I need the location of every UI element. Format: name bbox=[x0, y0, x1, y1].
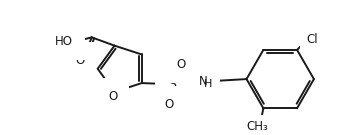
Text: N: N bbox=[199, 75, 208, 88]
Text: CH₃: CH₃ bbox=[247, 120, 269, 134]
Text: S: S bbox=[168, 77, 176, 91]
Text: O: O bbox=[108, 90, 117, 103]
Text: Cl: Cl bbox=[306, 33, 318, 46]
Text: H: H bbox=[204, 79, 212, 89]
Text: O: O bbox=[75, 54, 85, 67]
Text: O: O bbox=[164, 98, 173, 111]
Text: HO: HO bbox=[55, 35, 73, 48]
Text: O: O bbox=[176, 58, 186, 71]
